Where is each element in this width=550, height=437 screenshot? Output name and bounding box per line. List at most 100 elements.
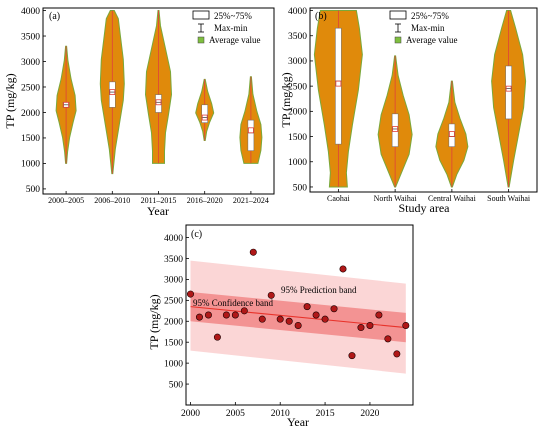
panel-b-ylabel: TP (mg/kg): [279, 72, 293, 127]
legend-whisker-label: Max-min: [411, 23, 445, 33]
data-point: [213, 333, 221, 341]
y-tick-label: 3500: [288, 32, 307, 42]
y-tick-label: 2500: [21, 83, 40, 93]
data-point: [267, 291, 275, 299]
data-point: [294, 321, 302, 329]
y-tick-label: 3500: [164, 255, 183, 265]
x-tick-label: Central Waihai: [428, 194, 477, 203]
data-point: [231, 311, 239, 319]
x-tick-label: Caohai: [327, 194, 350, 203]
mean-marker: [448, 131, 455, 137]
y-tick-label: 1000: [164, 359, 183, 369]
panel-a-xlabel: Year: [147, 204, 169, 218]
iqr-box: [448, 123, 456, 147]
panel-b-label: (b): [315, 11, 327, 22]
mean-marker: [247, 127, 254, 134]
data-point: [321, 315, 329, 323]
x-tick-label: 2021–2024: [233, 196, 269, 205]
panel-c-label: (c): [191, 229, 202, 240]
mean-marker: [505, 85, 512, 92]
iqr-box: [201, 104, 208, 123]
y-tick-label: 3000: [21, 58, 40, 68]
y-tick-label: 2500: [164, 297, 183, 307]
mean-marker: [155, 99, 162, 106]
data-point: [366, 321, 374, 329]
legend-whisker-label: Max-min: [214, 23, 248, 33]
x-tick-label: 2000: [181, 409, 200, 419]
mean-marker: [335, 80, 342, 87]
iqr-box: [247, 119, 255, 151]
iqr-box: [391, 113, 399, 147]
panel-b-xlabel: Study area: [399, 201, 451, 215]
panel-b: 500 1000 1500 2000 2500 3000 3500 4000 Caohai Nor…: [279, 7, 538, 215]
data-point: [303, 303, 311, 311]
iqr-box: [505, 65, 512, 120]
y-tick-label: 3000: [288, 57, 307, 67]
panel-c-ylabel: TP (mg/kg): [147, 294, 161, 349]
data-point: [186, 290, 194, 298]
mean-marker: [109, 89, 116, 95]
data-point: [375, 311, 383, 319]
legend-mean-swatch: [394, 36, 402, 44]
y-tick-label: 1500: [288, 133, 307, 143]
data-point: [384, 335, 392, 343]
x-tick-label: 2015: [316, 409, 335, 419]
data-point: [276, 315, 284, 323]
data-point: [249, 248, 257, 256]
y-tick-label: 500: [169, 380, 184, 390]
data-point: [258, 315, 266, 323]
y-tick-label: 1500: [164, 339, 183, 349]
data-point: [393, 350, 401, 358]
y-tick-label: 4000: [21, 7, 40, 17]
data-point: [339, 265, 347, 273]
y-tick-label: 4000: [164, 234, 183, 244]
x-tick-label: 2020: [360, 409, 379, 419]
y-tick-label: 500: [26, 185, 41, 195]
x-tick-label: 2000–2005: [48, 196, 84, 205]
x-tick-label: 2016–2020: [187, 196, 223, 205]
legend-box-label: 25%~75%: [214, 11, 252, 21]
mean-marker: [63, 101, 69, 108]
y-tick-label: 4000: [288, 7, 307, 17]
mean-marker: [201, 114, 208, 121]
data-point: [357, 324, 365, 332]
y-tick-label: 1000: [288, 158, 307, 168]
data-point: [222, 311, 230, 319]
legend-mean-swatch: [197, 36, 205, 44]
data-point: [240, 307, 248, 315]
legend-box-swatch: [389, 10, 407, 20]
panel-b-frame: [309, 7, 538, 193]
x-tick-label: 2006–2010: [94, 196, 130, 205]
data-point: [312, 311, 320, 319]
x-tick-label: South Waihai: [487, 194, 531, 203]
y-tick-label: 2000: [164, 318, 183, 328]
legend-mean-label: Average value: [209, 35, 261, 45]
legend-mean-label: Average value: [406, 35, 458, 45]
panel-b-legend: 25%~75% Max-min Average value: [389, 10, 458, 45]
panel-c-xlabel: Year: [287, 415, 309, 429]
panel-a-ylabel: TP (mg/kg): [3, 73, 17, 128]
y-tick-label: 1500: [21, 134, 40, 144]
x-tick-label: 2010: [271, 409, 290, 419]
legend-box-swatch: [192, 10, 210, 20]
panel-c-frame: [185, 224, 414, 406]
y-tick-label: 3500: [21, 32, 40, 42]
data-point: [204, 311, 212, 319]
x-tick-label: 2005: [226, 409, 245, 419]
legend-box-label: 25%~75%: [411, 11, 449, 21]
iqr-box: [155, 94, 162, 113]
data-point: [348, 352, 356, 360]
y-tick-label: 1000: [21, 160, 40, 170]
data-point: [402, 321, 410, 329]
y-tick-label: 500: [293, 183, 308, 193]
data-point: [330, 305, 338, 313]
x-tick-label: North Waihai: [374, 194, 418, 203]
mean-marker: [392, 126, 399, 132]
data-point: [195, 313, 203, 321]
y-tick-label: 3000: [164, 276, 183, 286]
y-tick-label: 2000: [21, 109, 40, 119]
data-point: [285, 317, 293, 325]
confidence-band-label: 95% Confidence band: [193, 298, 273, 308]
panel-a-legend: 25%~75% Max-min Average value: [192, 10, 261, 45]
